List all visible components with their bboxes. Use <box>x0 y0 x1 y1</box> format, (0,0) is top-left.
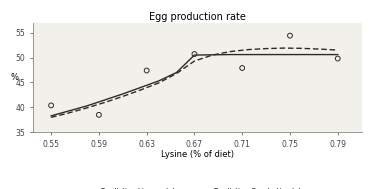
Legend: Prediction Linear-plateau, Prediction Quadratic-plateau: Prediction Linear-plateau, Prediction Qu… <box>78 185 317 189</box>
Y-axis label: %: % <box>10 73 18 82</box>
Point <box>335 57 341 60</box>
Point <box>192 53 197 56</box>
X-axis label: Lysine (% of diet): Lysine (% of diet) <box>161 150 234 159</box>
Point <box>48 104 54 107</box>
Point <box>144 69 149 72</box>
Point <box>239 67 245 70</box>
Point <box>287 34 293 37</box>
Title: Egg production rate: Egg production rate <box>149 12 246 22</box>
Point <box>96 113 102 116</box>
